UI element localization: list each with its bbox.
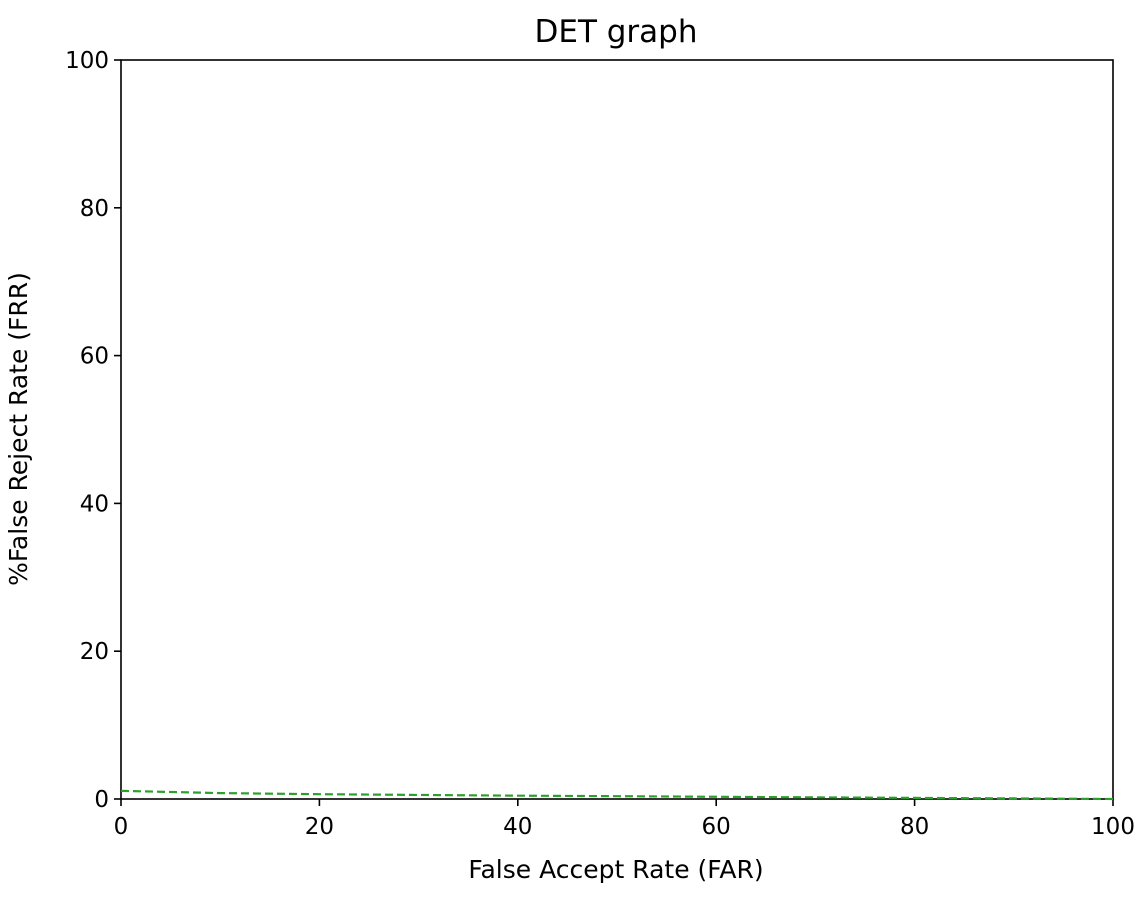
- y-tick-label: 0: [94, 787, 109, 813]
- det-curve-line: [120, 789, 1114, 801]
- x-axis-label: False Accept Rate (FAR): [468, 855, 763, 884]
- x-tick-label: 100: [1091, 814, 1135, 840]
- x-tick-label: 0: [114, 814, 129, 840]
- y-tick-label: 40: [80, 491, 109, 517]
- y-tick-label: 20: [80, 639, 109, 665]
- y-tick-label: 80: [80, 196, 109, 222]
- y-axis-label: %False Reject Rate (FRR): [4, 272, 33, 586]
- x-tick-label: 80: [900, 814, 929, 840]
- x-axis: 0 20 40 60 80 100: [114, 799, 1135, 840]
- plot-area: [120, 59, 1114, 800]
- x-tick-label: 60: [702, 814, 731, 840]
- y-axis: 0 20 40 60 80 100: [65, 48, 121, 813]
- x-tick-label: 40: [503, 814, 532, 840]
- y-tick-label: 60: [80, 344, 109, 370]
- x-tick-label: 20: [305, 814, 334, 840]
- y-tick-label: 100: [65, 48, 109, 74]
- chart-title: DET graph: [535, 14, 698, 50]
- series-layer: [120, 789, 1114, 801]
